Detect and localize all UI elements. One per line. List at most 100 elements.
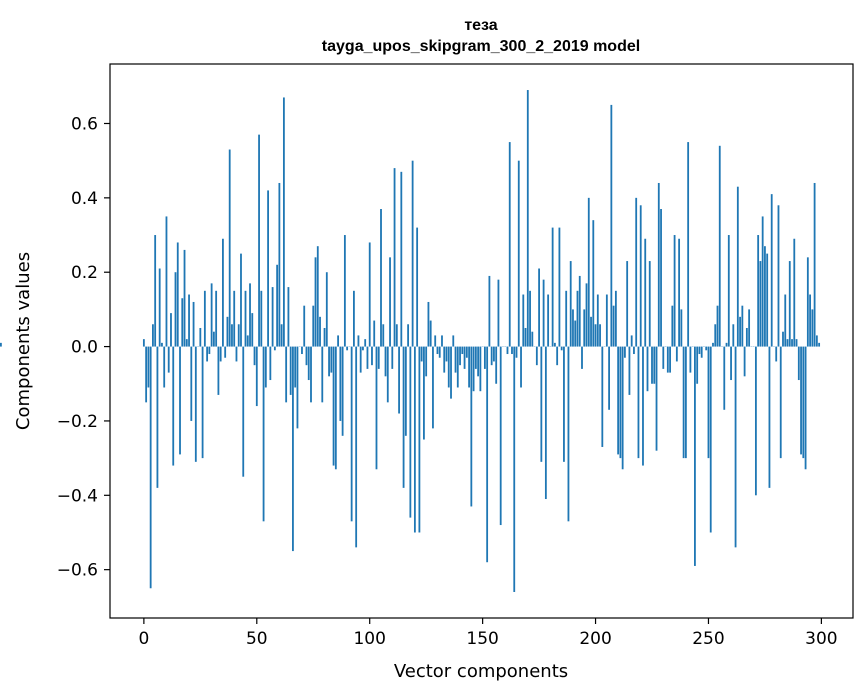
- bar-61: [280, 324, 283, 347]
- bar-172: [531, 331, 534, 347]
- bar-29: [208, 346, 211, 355]
- bar-40: [233, 290, 236, 347]
- bar-114: [400, 171, 403, 347]
- bar-206: [608, 346, 610, 410]
- bar-187: [565, 290, 568, 347]
- y-axis: −0.6 −0.4 −0.2 0.0 0.2 0.4 0.6: [57, 114, 110, 581]
- bar-261: [732, 324, 735, 347]
- bar-50: [255, 346, 258, 407]
- bar-104: [377, 346, 380, 369]
- bar-161: [506, 346, 509, 355]
- bar-33: [217, 346, 220, 395]
- bar-168: [522, 294, 525, 347]
- bar-297: [813, 182, 816, 347]
- bar-175: [538, 268, 540, 347]
- bar-85: [334, 346, 337, 470]
- bar-81: [325, 272, 328, 347]
- bar-216: [630, 335, 633, 347]
- bar-181: [551, 227, 554, 347]
- x-tick-label-300: 300: [805, 629, 837, 649]
- bar-23: [194, 346, 197, 462]
- bar-268: [748, 309, 751, 347]
- bar-198: [590, 316, 592, 347]
- bar-127: [429, 320, 432, 347]
- bar-247: [700, 346, 703, 358]
- bar-250: [707, 346, 710, 459]
- bar-107: [384, 346, 387, 377]
- bar-228: [657, 182, 660, 347]
- bar-229: [660, 209, 662, 347]
- x-axis: 0 50 100 150 200 250 300: [138, 618, 838, 649]
- bar-102: [373, 320, 376, 347]
- bar-90: [346, 346, 349, 351]
- bar-145: [470, 346, 473, 507]
- bar-70: [301, 346, 303, 355]
- bar-30: [210, 283, 213, 347]
- bar-118: [409, 346, 412, 518]
- bar-6: [156, 346, 159, 488]
- bar-98: [364, 339, 367, 347]
- bar-235: [673, 235, 676, 347]
- bar-75: [312, 305, 315, 347]
- x-tick-label-200: 200: [579, 629, 611, 649]
- bar-20: [188, 294, 190, 347]
- bar-93: [353, 290, 355, 347]
- bar-106: [382, 324, 385, 347]
- bar-123: [420, 346, 423, 362]
- bar-226: [653, 346, 656, 384]
- bar-148: [477, 346, 480, 377]
- bar-154: [490, 346, 493, 366]
- bar-156: [495, 346, 498, 384]
- bar-164: [513, 346, 516, 592]
- bar-94: [355, 346, 358, 548]
- bar-46: [246, 335, 249, 347]
- bar-278: [770, 194, 773, 347]
- bar-83: [330, 346, 333, 373]
- bar-135: [447, 346, 450, 388]
- bar-212: [621, 346, 624, 470]
- bar-244: [694, 346, 696, 566]
- bar-62: [282, 97, 285, 347]
- bar-138: [454, 346, 457, 373]
- bar-13: [172, 346, 175, 466]
- bar-185: [560, 346, 563, 351]
- bar-271: [754, 346, 757, 496]
- bar-27: [203, 290, 206, 347]
- bar-233: [669, 346, 671, 373]
- bar-132: [441, 335, 443, 347]
- plot-frame: [109, 63, 854, 619]
- bar-158: [499, 346, 502, 526]
- bar-19: [185, 339, 188, 347]
- bar-155: [493, 346, 495, 362]
- bar-171: [529, 290, 531, 347]
- bar-57: [271, 287, 274, 347]
- bar-266: [743, 346, 746, 377]
- bar-122: [418, 346, 421, 533]
- bar-0: [142, 339, 145, 347]
- bar-273: [759, 261, 762, 347]
- bar-74: [310, 346, 312, 403]
- bar-37: [226, 316, 229, 347]
- bar-134: [445, 346, 448, 362]
- bar-15: [176, 242, 179, 347]
- bar-281: [777, 205, 780, 347]
- bar-52: [260, 290, 263, 347]
- bar-220: [639, 205, 642, 347]
- bar-68: [296, 346, 299, 429]
- bar-195: [583, 309, 586, 347]
- bar-38: [228, 149, 231, 347]
- bar-67: [294, 346, 297, 388]
- bar-211: [619, 346, 622, 459]
- bar-182: [553, 342, 556, 347]
- bar-208: [612, 305, 615, 347]
- bar-210: [617, 346, 620, 455]
- bar-12: [170, 313, 172, 347]
- bar-79: [321, 346, 324, 403]
- bar-48: [251, 313, 254, 347]
- bar-64: [287, 287, 290, 347]
- bar-73: [307, 346, 310, 381]
- bar-89: [343, 235, 346, 347]
- bar-246: [698, 346, 701, 355]
- bar-254: [716, 305, 719, 347]
- bar-105: [380, 209, 382, 347]
